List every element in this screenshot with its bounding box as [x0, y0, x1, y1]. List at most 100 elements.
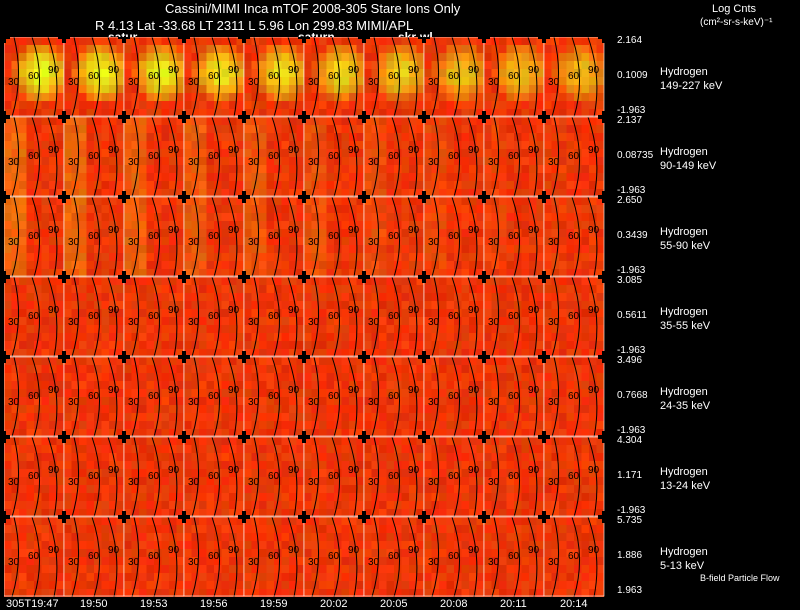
- contour-label: 90: [528, 225, 540, 236]
- contour-label: 90: [468, 65, 480, 76]
- contour-label: 90: [168, 225, 180, 236]
- colorbar-max: 3.085: [617, 275, 642, 286]
- contour-label: 60: [328, 71, 340, 82]
- grid-cross: [422, 351, 426, 363]
- contour-label: 30: [488, 237, 500, 248]
- contour-label: 60: [448, 551, 460, 562]
- contour-label: 60: [328, 471, 340, 482]
- contour-label: 60: [268, 231, 280, 242]
- contour-label: 30: [248, 477, 260, 488]
- contour-label: 60: [328, 551, 340, 562]
- grid-cross: [482, 511, 486, 523]
- time-tick: 19:56: [200, 598, 228, 610]
- contour-label: 90: [528, 65, 540, 76]
- grid-cross: [422, 431, 426, 443]
- contour-label: 90: [528, 385, 540, 396]
- contour-label: 60: [28, 391, 40, 402]
- contour-label: 90: [228, 225, 240, 236]
- grid-cross: [122, 431, 126, 443]
- contour-label: 30: [308, 157, 320, 168]
- contour-label: 30: [548, 77, 560, 88]
- contour-label: 90: [168, 305, 180, 316]
- grid-cross: [182, 111, 186, 123]
- contour-label: 90: [468, 465, 480, 476]
- grid-cross: [362, 191, 366, 203]
- grid-cross: [122, 111, 126, 123]
- contour-label: 30: [368, 477, 380, 488]
- contour-label: 90: [408, 305, 420, 316]
- grid-cross: [4, 191, 6, 203]
- grid-cross: [4, 37, 6, 43]
- grid-cross: [302, 37, 306, 43]
- contour-label: 60: [388, 471, 400, 482]
- contour-label: 90: [48, 225, 60, 236]
- grid-cross: [302, 351, 306, 363]
- energy-range: 24-35 keV: [660, 400, 710, 412]
- colorbar-max: 2.164: [617, 35, 642, 46]
- grid-cross: [362, 271, 366, 283]
- contour-label: 90: [528, 545, 540, 556]
- bfield-legend: B-field Particle Flow: [700, 573, 780, 583]
- contour-label: 30: [488, 557, 500, 568]
- contour-label: 60: [148, 151, 160, 162]
- grid-cross: [482, 37, 486, 43]
- contour-label: 30: [308, 237, 320, 248]
- contour-label: 30: [308, 557, 320, 568]
- contour-label: 30: [548, 237, 560, 248]
- contour-label: 90: [348, 305, 360, 316]
- grid-cross: [602, 351, 606, 363]
- contour-label: 30: [428, 77, 440, 88]
- contour-label: 30: [8, 157, 20, 168]
- grid-cross: [182, 351, 186, 363]
- species-label: Hydrogen: [660, 466, 708, 478]
- time-tick: 19:50: [80, 598, 108, 610]
- contour-label: 90: [108, 465, 120, 476]
- contour-label: 60: [568, 551, 580, 562]
- contour-label: 90: [588, 545, 600, 556]
- grid-cross: [542, 37, 546, 43]
- contour-label: 60: [328, 231, 340, 242]
- contour-label: 30: [188, 317, 200, 328]
- contour-label: 60: [388, 231, 400, 242]
- contour-label: 30: [308, 477, 320, 488]
- grid-cross: [302, 111, 306, 123]
- contour-label: 60: [448, 151, 460, 162]
- grid-cross: [242, 271, 246, 283]
- contour-label: 60: [148, 231, 160, 242]
- colorbar-min: 1.963: [617, 585, 642, 596]
- energy-range: 5-13 keV: [660, 560, 704, 572]
- contour-label: 90: [408, 145, 420, 156]
- contour-label: 30: [308, 77, 320, 88]
- contour-label: 90: [348, 145, 360, 156]
- energy-range: 149-227 keV: [660, 80, 722, 92]
- grid-cross: [422, 191, 426, 203]
- contour-label: 60: [388, 551, 400, 562]
- grid-cross: [242, 37, 246, 43]
- contour-label: 90: [588, 305, 600, 316]
- species-label: Hydrogen: [660, 146, 708, 158]
- grid-cross: [482, 191, 486, 203]
- contour-label: 30: [548, 157, 560, 168]
- contour-label: 60: [88, 311, 100, 322]
- contour-label: 30: [8, 237, 20, 248]
- contour-label: 30: [368, 557, 380, 568]
- contour-label: 60: [88, 391, 100, 402]
- contour-label: 90: [228, 385, 240, 396]
- contour-label: 60: [28, 551, 40, 562]
